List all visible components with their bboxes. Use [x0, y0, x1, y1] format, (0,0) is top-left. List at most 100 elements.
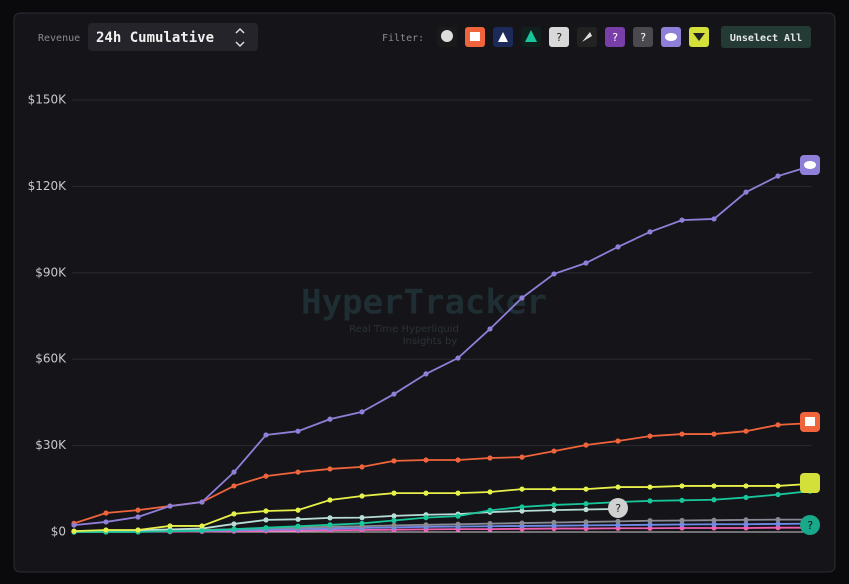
point	[551, 519, 557, 526]
point	[455, 355, 461, 361]
point	[295, 523, 301, 529]
point	[71, 522, 77, 528]
point	[647, 498, 653, 504]
point	[167, 528, 173, 534]
point	[423, 371, 429, 377]
point	[775, 491, 781, 498]
point	[199, 499, 205, 505]
y-tick-label: $0	[51, 525, 66, 539]
point	[455, 513, 461, 519]
point	[487, 489, 493, 495]
series-line	[73, 508, 619, 533]
icon-glyph	[804, 161, 816, 169]
point	[679, 217, 685, 223]
filter-icon[interactable]	[549, 27, 569, 47]
point	[743, 521, 749, 527]
point	[711, 431, 717, 437]
point	[583, 501, 589, 507]
point	[615, 438, 621, 444]
point	[551, 502, 557, 508]
point	[615, 484, 621, 490]
point	[295, 469, 301, 475]
point	[263, 525, 269, 531]
y-tick-label: $150K	[28, 93, 68, 107]
unselect-button[interactable]	[721, 26, 811, 48]
point	[647, 522, 653, 528]
point	[167, 523, 173, 529]
end-icon	[800, 515, 820, 535]
point	[455, 490, 461, 496]
point	[775, 521, 781, 527]
y-tick-label: $120K	[28, 179, 68, 193]
series-line	[73, 483, 811, 533]
icon-text: ?	[807, 519, 814, 532]
point	[743, 525, 749, 531]
point	[647, 433, 653, 439]
icon-glyph	[805, 417, 815, 426]
point	[743, 483, 749, 489]
point	[775, 525, 781, 531]
point	[615, 522, 621, 528]
filter-icons: ? ? ?	[437, 27, 709, 47]
end-icon	[608, 498, 628, 518]
point	[359, 493, 365, 499]
y-tick-label: $60K	[35, 352, 67, 366]
point	[711, 483, 717, 489]
point	[551, 507, 557, 513]
point	[519, 508, 525, 514]
point	[519, 504, 525, 510]
point	[711, 497, 717, 503]
point	[231, 526, 237, 532]
point	[679, 497, 685, 503]
point	[359, 515, 365, 521]
card	[13, 12, 836, 573]
point	[743, 517, 749, 523]
point	[743, 189, 749, 195]
icon-text: ?	[556, 31, 563, 44]
point	[647, 518, 653, 524]
icon-glyph	[470, 32, 480, 41]
mode-select[interactable]	[88, 23, 258, 51]
point	[551, 448, 557, 454]
point	[647, 484, 653, 490]
series-line	[74, 490, 811, 533]
icon-text: ?	[640, 31, 647, 44]
point	[423, 457, 429, 463]
icon-text: ?	[615, 502, 622, 515]
point	[647, 229, 653, 235]
point	[711, 216, 717, 222]
point	[391, 522, 397, 528]
point	[551, 271, 557, 277]
point	[583, 442, 589, 448]
end-icon	[800, 473, 820, 493]
icon-glyph	[693, 33, 705, 41]
point	[615, 518, 621, 524]
point	[519, 454, 525, 460]
point	[167, 503, 173, 509]
point	[743, 428, 749, 434]
watermark: HyperTracker	[301, 283, 547, 323]
point	[519, 295, 525, 301]
revenue-label: Revenue	[38, 33, 80, 44]
point	[679, 517, 685, 524]
point	[519, 520, 525, 526]
point	[423, 490, 429, 496]
point	[615, 244, 621, 250]
point	[263, 517, 269, 523]
point	[135, 527, 141, 533]
filter-label: Filter:	[382, 33, 424, 44]
filter-icon[interactable]	[633, 27, 653, 47]
mode-text: 24h Cumulative	[96, 30, 214, 46]
point	[391, 458, 397, 464]
point	[455, 457, 461, 463]
point	[327, 497, 333, 503]
point	[295, 428, 301, 434]
point	[263, 473, 269, 479]
filter-icon[interactable]	[605, 27, 625, 47]
point	[263, 508, 269, 514]
point	[711, 517, 717, 523]
point	[231, 521, 237, 527]
point	[775, 483, 781, 489]
button-text: Unselect All	[730, 33, 802, 44]
